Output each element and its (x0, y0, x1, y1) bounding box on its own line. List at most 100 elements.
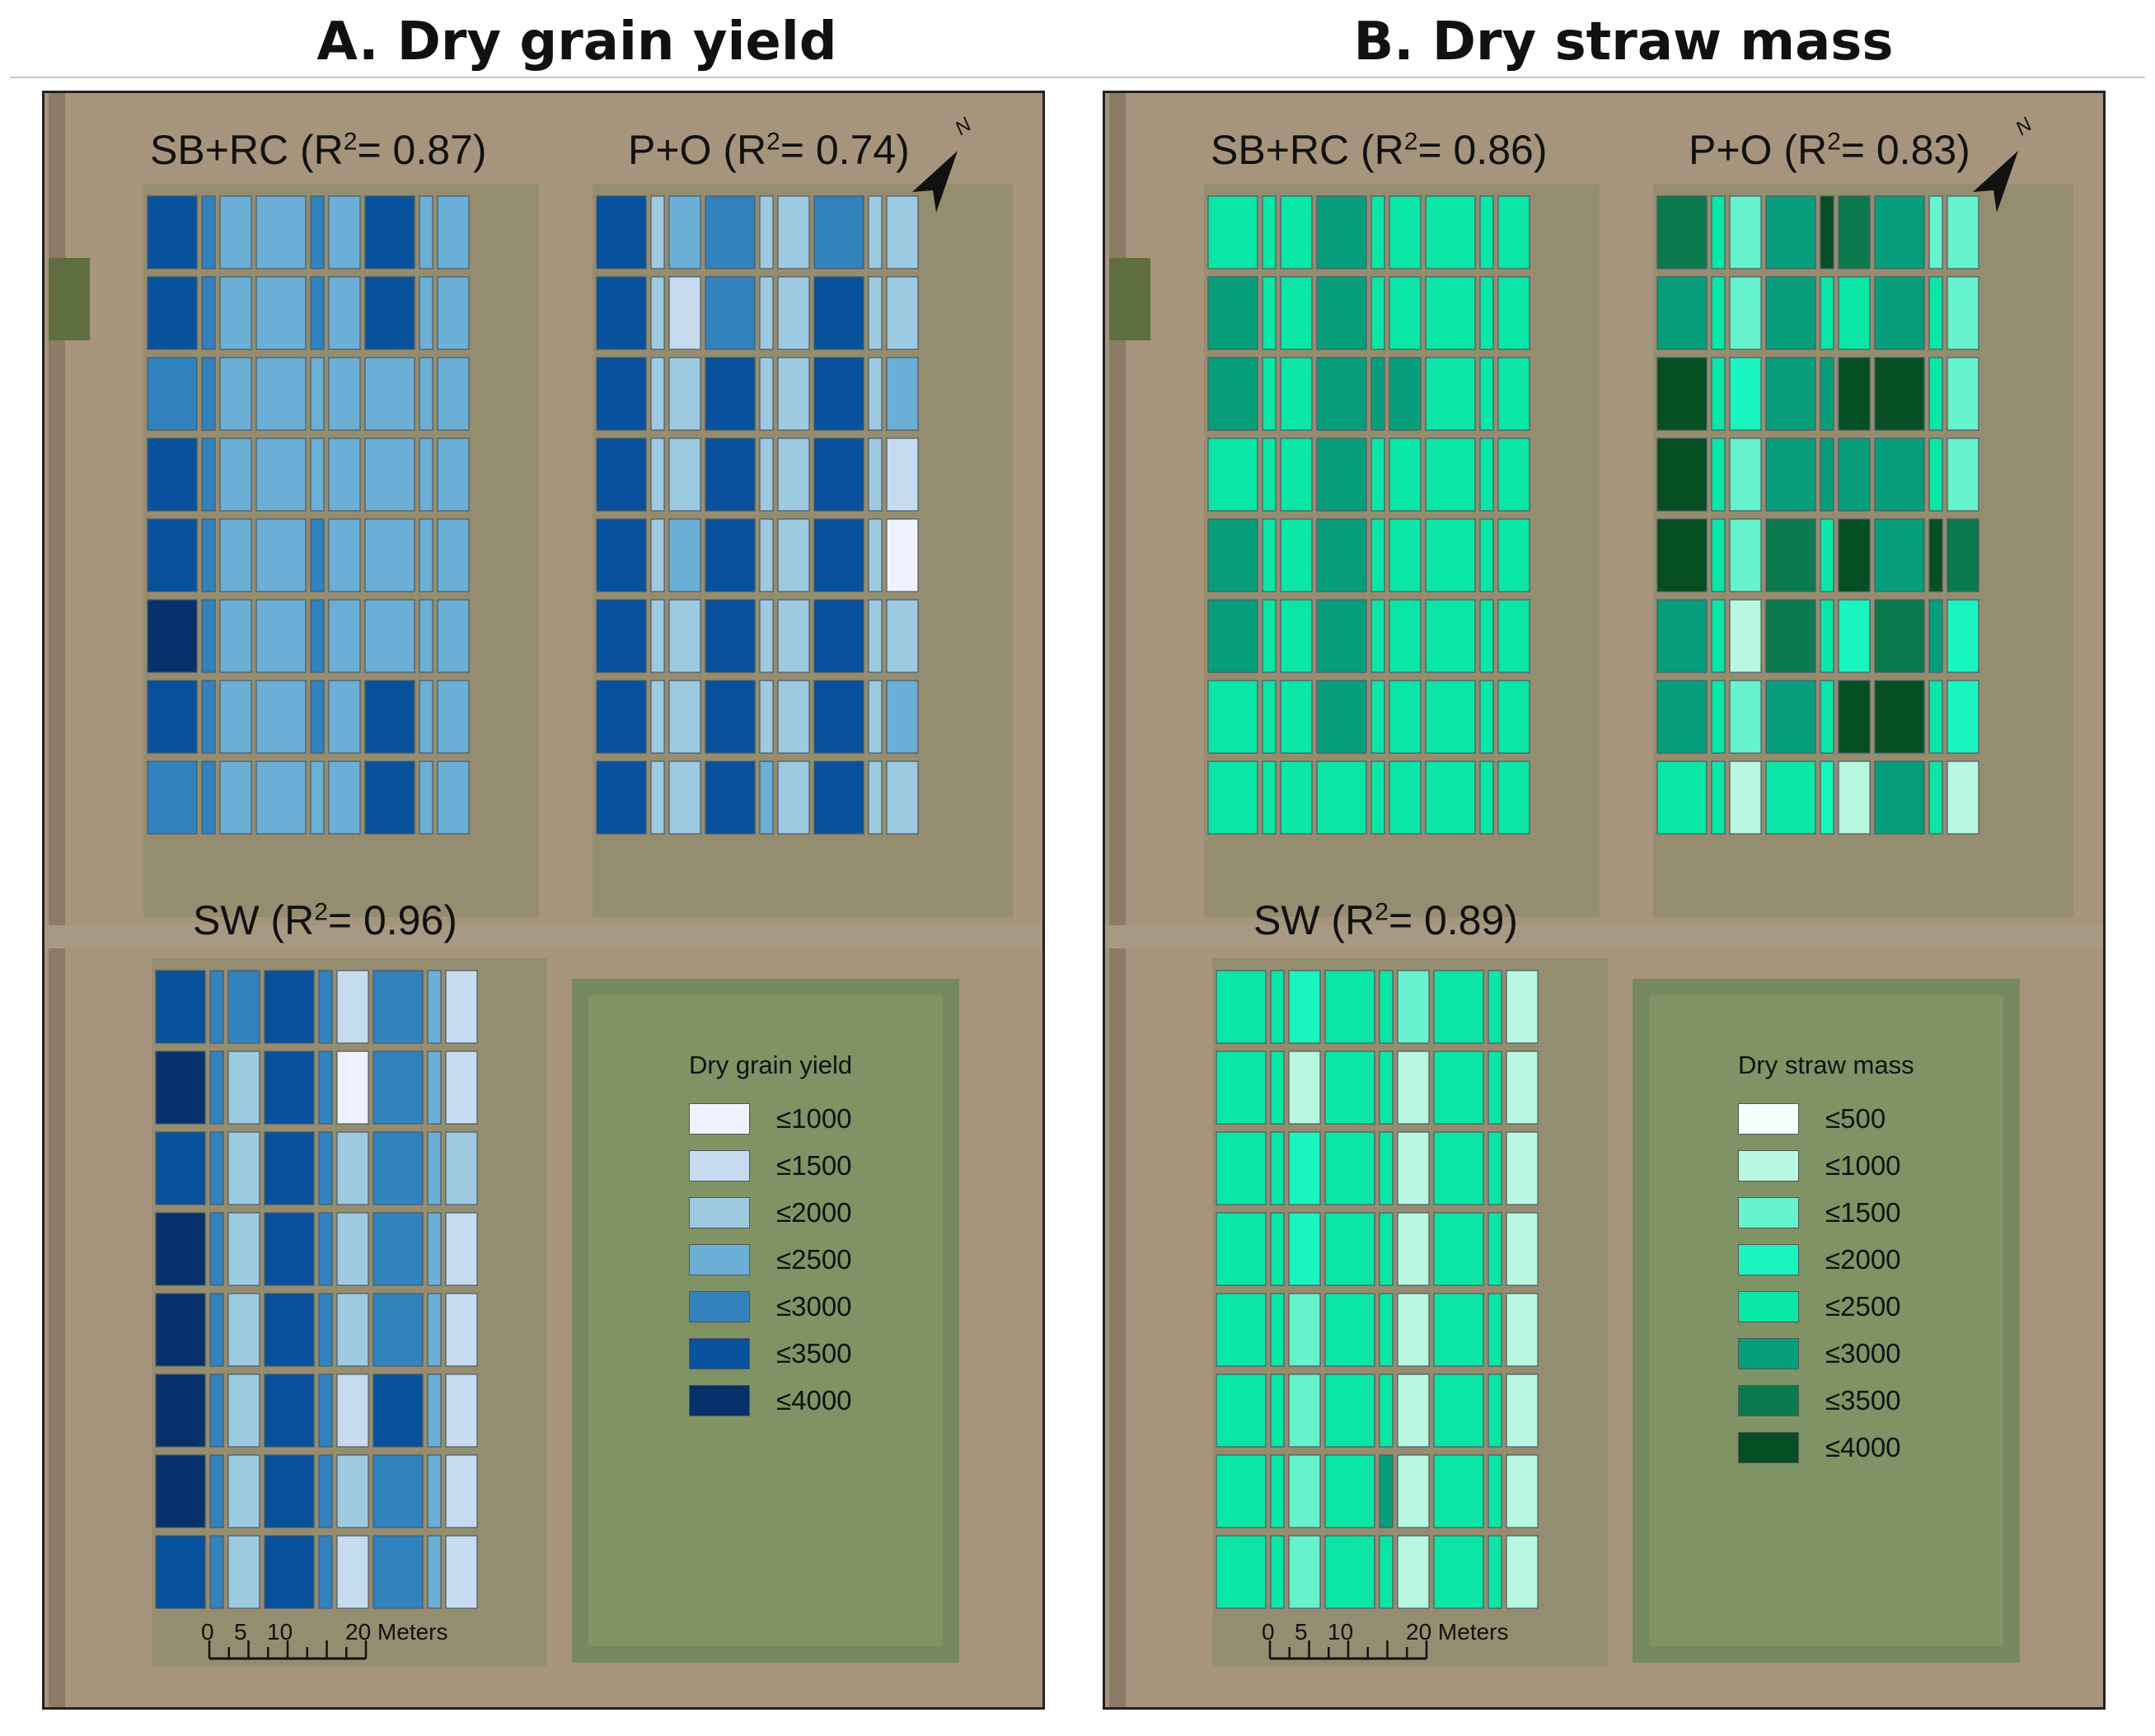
plot-cell (437, 760, 470, 835)
plot-cell (1947, 518, 1979, 592)
plot-cell (336, 1454, 369, 1528)
block-label: SW (R2= 0.96) (193, 896, 457, 944)
block-label-suffix: = 0.83) (1840, 127, 1970, 173)
legend-label: ≤3500 (776, 1337, 852, 1369)
plot-cell (1820, 760, 1834, 835)
plot-cell (650, 438, 665, 512)
legend-swatch (689, 1149, 750, 1182)
plot-cell (147, 599, 198, 673)
plot-cell (364, 518, 415, 592)
plot-cell (1729, 518, 1762, 592)
legend-label: ≤1000 (1825, 1149, 1901, 1181)
plot-cell (1216, 1373, 1267, 1448)
plot-cell (1207, 680, 1258, 754)
plot-cell (1379, 1050, 1394, 1125)
plot-cell (364, 599, 415, 673)
north-arrow-icon (912, 151, 958, 213)
plot-cell (1280, 276, 1313, 350)
scale-label: 5 (1295, 1619, 1308, 1645)
plot-cell (1433, 1212, 1484, 1286)
plot-cell (1928, 599, 1943, 673)
plot-cell (1216, 1454, 1267, 1528)
plot-cell (868, 760, 883, 835)
plot-cell (1506, 1373, 1539, 1448)
plot-cell (264, 1293, 315, 1367)
plot-cell (705, 518, 756, 592)
plot-cell (777, 680, 810, 754)
plot-cell (1928, 357, 1943, 431)
plot-cell (1370, 276, 1385, 350)
plot-cell (1397, 1050, 1430, 1125)
plot-cell (1370, 518, 1385, 592)
plot-cell (427, 1293, 442, 1367)
plot-cell (255, 599, 307, 673)
plot-cell (328, 276, 361, 350)
plot-cell (886, 195, 919, 269)
plot-cell (650, 680, 665, 754)
plot-cell (310, 276, 325, 350)
scale-label: 5 (234, 1619, 247, 1645)
plot-cell (1324, 970, 1375, 1044)
plot-cell (1207, 599, 1258, 673)
plot-cell (1397, 970, 1430, 1044)
plot-cell (318, 1131, 333, 1205)
plot-cell (1928, 518, 1943, 592)
plot-cell (219, 195, 252, 269)
plot-cell (310, 518, 325, 592)
legend-label: ≤500 (1825, 1102, 1886, 1134)
plot-cell (310, 599, 325, 673)
plot-cell (445, 1131, 478, 1205)
plot-cell (201, 357, 216, 431)
plot-cell (668, 276, 701, 350)
legend-item: ≤3500 (689, 1330, 852, 1377)
plot-cell (219, 760, 252, 835)
plot-cell (1207, 276, 1258, 350)
plot-cell (886, 518, 919, 592)
plot-cell (650, 357, 665, 431)
legend-swatch (689, 1196, 750, 1228)
plot-cell (372, 1454, 424, 1528)
plot-cell (1838, 357, 1871, 431)
legend-label: ≤1000 (776, 1102, 852, 1134)
plot-cell (227, 1212, 260, 1286)
plot-cell (1479, 599, 1494, 673)
plot-cell (318, 970, 333, 1044)
plot-cell (1324, 1050, 1375, 1125)
plot-cell (1280, 357, 1313, 431)
plot-cell (1316, 518, 1367, 592)
plot-cell (372, 1131, 424, 1205)
plot-cell (155, 1212, 206, 1286)
plot-cell (1711, 518, 1726, 592)
plot-cell (1506, 1293, 1539, 1367)
plot-cell (1370, 357, 1385, 431)
plot-cell (1711, 438, 1726, 512)
plot-cell (1729, 680, 1762, 754)
plot-cell (668, 518, 701, 592)
plot-cell (1207, 518, 1258, 592)
plot-cell (1370, 195, 1385, 269)
legend-swatch (689, 1102, 750, 1135)
legend-swatch (1738, 1102, 1799, 1135)
plot-cell (1711, 195, 1726, 269)
legend-label: ≤1500 (776, 1149, 852, 1181)
plot-cell (427, 1131, 442, 1205)
plot-cell (705, 195, 756, 269)
plot-cell (1711, 599, 1726, 673)
legend-swatch (1738, 1149, 1799, 1182)
plot-cell (1316, 195, 1367, 269)
plot-cell (209, 970, 224, 1044)
plot-cell (1216, 1293, 1267, 1367)
field-map-svg: N (1105, 93, 2103, 1707)
legend-label: ≤3000 (1825, 1337, 1901, 1369)
plot-cell (255, 276, 307, 350)
plot-cell (437, 276, 470, 350)
plot-cell (264, 1535, 315, 1609)
plot-cell (1370, 760, 1385, 835)
scale-label: 0 (1262, 1619, 1275, 1645)
plot-cell (336, 1535, 369, 1609)
plot-cell (427, 1373, 442, 1448)
plot-cell (255, 518, 307, 592)
plot-cell (372, 1212, 424, 1286)
plot-cell (336, 970, 369, 1044)
plot-cell (1506, 1131, 1539, 1205)
